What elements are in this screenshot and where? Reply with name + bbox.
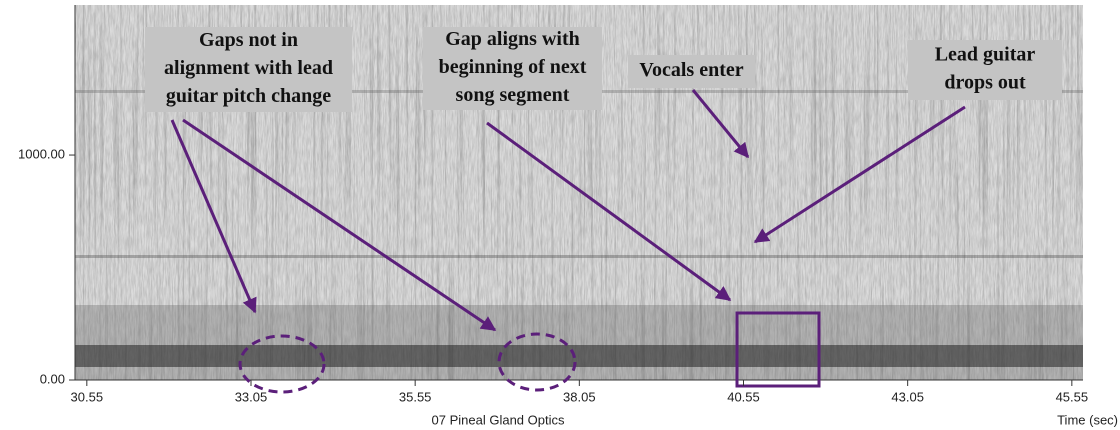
x-tick-label: 30.55 <box>71 389 104 404</box>
x-axis-label: Time (sec) <box>1057 412 1118 427</box>
y-tick-label: 1000.00 <box>18 146 65 161</box>
x-tick-label: 45.55 <box>1056 389 1089 404</box>
annotation-arrow <box>691 89 750 159</box>
annotation-text: beginning of next <box>439 56 587 78</box>
gap-box <box>735 311 821 388</box>
annotation-box <box>423 27 602 110</box>
harmonic-band <box>75 255 1083 258</box>
annotation-arrow <box>486 121 732 302</box>
x-tick-label: 43.05 <box>891 389 924 404</box>
chart-subtitle: 07 Pineal Gland Optics <box>432 412 565 427</box>
bass-band <box>75 345 1083 367</box>
annotation-arrow <box>753 105 966 244</box>
x-tick-label: 35.55 <box>399 389 432 404</box>
annotation-text: alignment with lead <box>164 57 333 79</box>
annotation-box <box>145 27 352 112</box>
x-tick-label: 33.05 <box>235 389 268 404</box>
x-tick-label: 40.55 <box>727 389 760 404</box>
annotation-text: guitar pitch change <box>166 85 331 107</box>
annotation-box <box>628 55 755 88</box>
annotation-text: Gap aligns with <box>445 28 579 50</box>
annotation-arrow <box>182 118 497 332</box>
annotation-text: song segment <box>456 84 570 106</box>
annotation-text: drops out <box>944 72 1026 94</box>
gap-ellipse <box>497 332 577 392</box>
x-tick-label: 38.05 <box>563 389 596 404</box>
y-tick-label: 0.00 <box>40 371 65 386</box>
annotation-text: Lead guitar <box>935 44 1036 66</box>
gap-ellipse <box>238 334 326 394</box>
annotation-text: Gaps not in <box>199 29 298 51</box>
low-band <box>75 305 1083 380</box>
annotation-arrow <box>170 119 257 314</box>
annotation-text: Vocals enter <box>639 59 743 81</box>
annotation-box <box>908 40 1062 100</box>
